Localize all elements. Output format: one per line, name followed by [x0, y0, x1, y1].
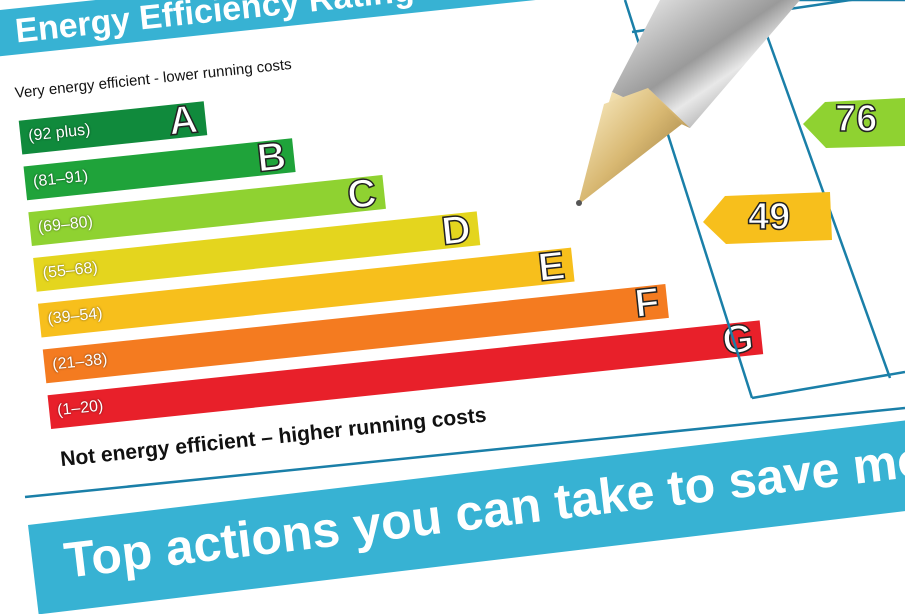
potential-rating-value: 76 — [834, 97, 878, 141]
pen-icon — [576, 0, 800, 206]
column-bottom-line — [751, 370, 905, 400]
potential-rating-arrow — [803, 98, 905, 148]
current-rating-arrow — [703, 192, 832, 244]
chart-bottom-line — [24, 406, 905, 499]
current-rating-value: 49 — [747, 195, 791, 239]
rating-columns — [24, 0, 905, 499]
